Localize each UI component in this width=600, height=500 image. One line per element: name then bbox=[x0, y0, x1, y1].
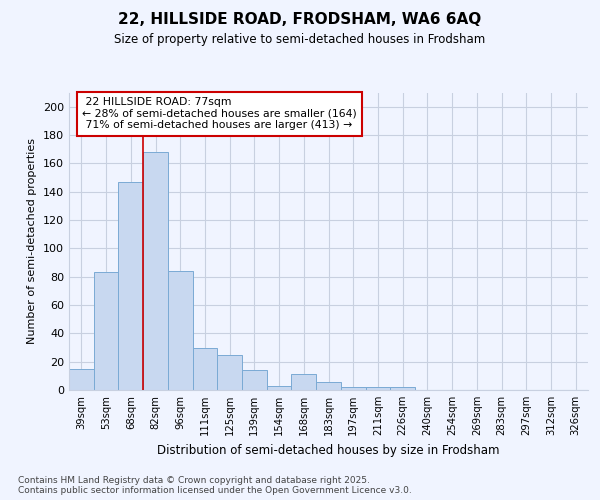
Bar bbox=[390, 387, 415, 390]
Bar bbox=[143, 152, 168, 390]
Text: Contains HM Land Registry data © Crown copyright and database right 2025.
Contai: Contains HM Land Registry data © Crown c… bbox=[18, 476, 412, 495]
Text: 22 HILLSIDE ROAD: 77sqm
← 28% of semi-detached houses are smaller (164)
 71% of : 22 HILLSIDE ROAD: 77sqm ← 28% of semi-de… bbox=[82, 97, 357, 130]
Bar bbox=[193, 348, 217, 390]
Bar bbox=[69, 369, 94, 390]
Bar bbox=[316, 382, 341, 390]
Bar bbox=[217, 354, 242, 390]
Bar bbox=[292, 374, 316, 390]
Text: 22, HILLSIDE ROAD, FRODSHAM, WA6 6AQ: 22, HILLSIDE ROAD, FRODSHAM, WA6 6AQ bbox=[118, 12, 482, 28]
X-axis label: Distribution of semi-detached houses by size in Frodsham: Distribution of semi-detached houses by … bbox=[157, 444, 500, 456]
Bar bbox=[118, 182, 143, 390]
Text: Size of property relative to semi-detached houses in Frodsham: Size of property relative to semi-detach… bbox=[115, 32, 485, 46]
Bar bbox=[365, 387, 390, 390]
Bar bbox=[242, 370, 267, 390]
Bar bbox=[94, 272, 118, 390]
Bar bbox=[168, 271, 193, 390]
Bar bbox=[341, 387, 365, 390]
Y-axis label: Number of semi-detached properties: Number of semi-detached properties bbox=[28, 138, 37, 344]
Bar bbox=[267, 386, 292, 390]
